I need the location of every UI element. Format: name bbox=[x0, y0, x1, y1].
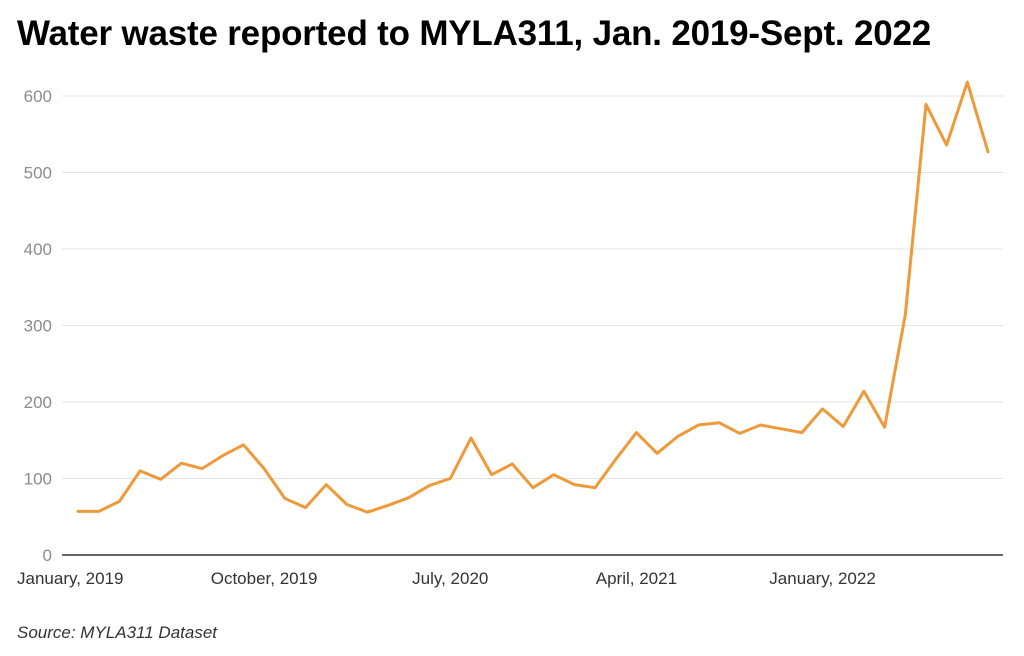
x-axis-ticks: January, 2019 October, 2019 July, 2020 Apri… bbox=[17, 569, 876, 588]
y-tick-label: 600 bbox=[24, 87, 52, 106]
y-tick-label: 200 bbox=[24, 393, 52, 412]
x-tick-label: July, 2020 bbox=[412, 569, 488, 588]
y-tick-label: 400 bbox=[24, 240, 52, 259]
y-tick-label: 100 bbox=[24, 470, 52, 489]
y-tick-label: 300 bbox=[24, 317, 52, 336]
gridlines bbox=[62, 95, 1003, 556]
y-tick-label: 0 bbox=[43, 546, 52, 565]
source-note: Source: MYLA311 Dataset bbox=[17, 623, 218, 642]
series-line bbox=[76, 80, 990, 514]
x-tick-label: October, 2019 bbox=[211, 569, 318, 588]
series-layer bbox=[76, 80, 990, 514]
y-tick-label: 500 bbox=[24, 164, 52, 183]
y-axis-ticks: 0 100 200 300 400 500 600 bbox=[24, 87, 52, 565]
chart-title: Water waste reported to MYLA311, Jan. 20… bbox=[17, 14, 932, 53]
x-tick-label: January, 2022 bbox=[769, 569, 875, 588]
x-tick-label: April, 2021 bbox=[596, 569, 677, 588]
x-tick-label: January, 2019 bbox=[17, 569, 123, 588]
